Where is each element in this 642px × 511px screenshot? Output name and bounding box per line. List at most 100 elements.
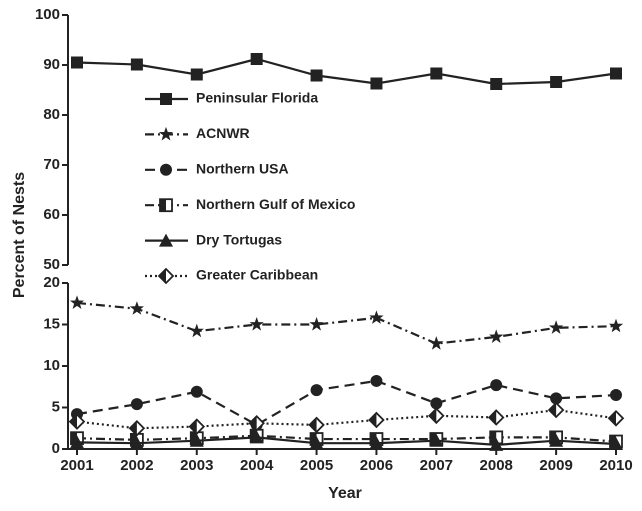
y-tick-label: 10 (43, 357, 60, 374)
marker-shape (130, 433, 137, 446)
marker-shape (71, 432, 77, 445)
marker (490, 379, 503, 392)
marker (68, 413, 86, 430)
marker (550, 76, 563, 88)
marker (369, 310, 384, 324)
marker-shape (158, 126, 174, 141)
series-line (76, 57, 617, 86)
marker (189, 323, 204, 338)
y-tick-label: 70 (43, 156, 60, 173)
marker-shape (489, 329, 504, 343)
marker (487, 409, 505, 426)
y-tick-label: 80 (43, 106, 60, 123)
legend-label: ACNWR (196, 125, 250, 141)
marker (129, 436, 144, 450)
marker (128, 419, 146, 437)
marker (489, 329, 504, 343)
marker-shape (309, 417, 317, 432)
marker-shape (159, 269, 166, 283)
marker-shape (190, 432, 197, 445)
marker (250, 53, 263, 65)
marker-shape (549, 433, 564, 447)
marker-shape (430, 433, 437, 446)
marker-shape (610, 435, 616, 448)
marker-shape (549, 320, 564, 334)
marker (430, 67, 443, 80)
marker-shape (429, 336, 444, 350)
marker (490, 78, 503, 90)
marker-shape (189, 323, 204, 338)
legend-label: Peninsular Florida (196, 90, 318, 106)
series-line (76, 408, 617, 430)
marker-shape (189, 433, 204, 447)
marker (309, 436, 324, 450)
marker-shape (69, 295, 85, 309)
legend-label: Greater Caribbean (196, 267, 318, 283)
marker-shape (430, 67, 443, 80)
marker-shape (129, 301, 144, 315)
marker (309, 317, 324, 331)
marker (158, 126, 174, 141)
marker (368, 411, 385, 429)
marker (550, 392, 563, 405)
marker (370, 374, 383, 387)
x-tick-label: 2005 (300, 457, 333, 474)
marker (190, 385, 203, 398)
marker-shape (160, 93, 172, 105)
series-line (76, 436, 617, 446)
marker-shape (369, 310, 384, 324)
marker (308, 416, 325, 434)
marker (130, 398, 143, 411)
marker-shape (70, 414, 77, 429)
marker-shape (490, 431, 497, 444)
marker-shape (490, 78, 503, 90)
marker (609, 437, 623, 451)
x-tick-label: 2008 (480, 457, 513, 474)
x-tick-label: 2006 (360, 457, 393, 474)
marker (190, 68, 203, 81)
marker-shape (608, 318, 624, 333)
x-tick-label: 2009 (539, 457, 572, 474)
marker (369, 436, 384, 450)
marker-shape (549, 402, 557, 417)
marker-shape (309, 436, 324, 450)
marker-shape (550, 76, 563, 88)
marker (607, 410, 625, 427)
marker-shape (70, 435, 84, 449)
y-tick-label: 15 (43, 315, 60, 332)
marker-shape (430, 397, 443, 410)
x-tick-label: 2002 (120, 457, 153, 474)
y-tick-label: 20 (43, 274, 60, 291)
marker-shape (550, 392, 563, 405)
marker-shape (310, 384, 323, 397)
y-tick-label: 60 (43, 206, 60, 223)
series-line (76, 434, 617, 443)
marker-shape (310, 69, 323, 82)
marker-shape (159, 233, 173, 247)
marker-shape (489, 437, 504, 451)
marker (71, 56, 83, 69)
marker (547, 401, 565, 419)
marker-shape (429, 433, 444, 447)
marker (429, 433, 444, 447)
marker-shape (609, 437, 623, 451)
y-tick-label: 50 (43, 256, 60, 273)
marker (310, 384, 323, 397)
y-tick-label: 100 (35, 6, 60, 23)
marker-shape (550, 431, 557, 444)
marker (189, 433, 204, 447)
x-tick-label: 2004 (240, 457, 274, 474)
marker-shape (309, 317, 324, 331)
marker-shape (310, 433, 317, 446)
x-axis-label: Year (328, 485, 362, 502)
marker (159, 233, 173, 247)
y-axis-label: Percent of Nests (11, 172, 28, 298)
marker (429, 336, 444, 350)
marker-shape (489, 410, 497, 425)
marker-shape (249, 317, 264, 331)
marker-shape (610, 67, 622, 80)
x-tick-label: 2010 (599, 457, 632, 474)
marker-shape (609, 411, 616, 426)
marker-shape (249, 430, 264, 444)
marker-shape (160, 199, 166, 212)
